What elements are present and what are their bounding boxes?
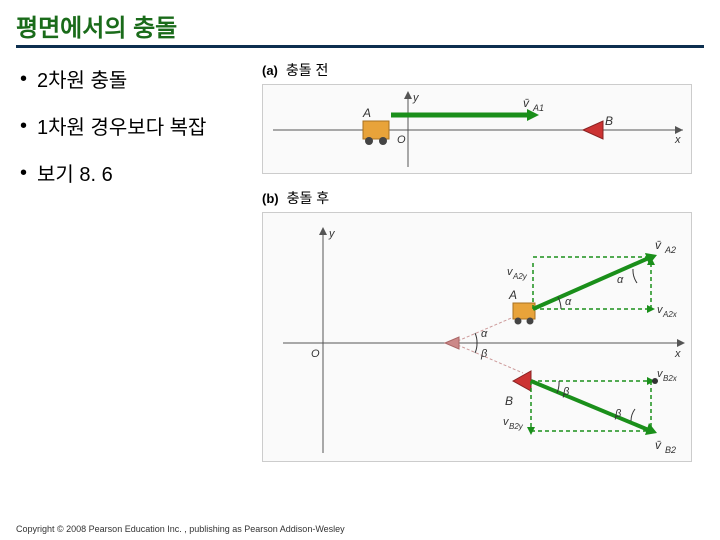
- bullets-column: • 2차원 충돌 • 1차원 경우보다 복잡 • 보기 8. 6: [16, 60, 246, 462]
- bullet-dot-icon: •: [20, 68, 27, 91]
- svg-text:β: β: [480, 348, 488, 360]
- y-axis-label: y: [412, 92, 420, 104]
- content-row: • 2차원 충돌 • 1차원 경우보다 복잡 • 보기 8. 6 (a) 충돌 …: [16, 60, 704, 462]
- title-text: 평면에서의 충돌: [16, 15, 177, 42]
- page-title: 평면에서의 충돌: [16, 8, 704, 48]
- bullet-item: • 2차원 충돌: [16, 68, 246, 95]
- figures-column: (a) 충돌 전 y x O A B: [262, 60, 704, 462]
- bullet-text: 2차원 충돌: [37, 68, 127, 95]
- svg-text:B2y: B2y: [509, 422, 524, 431]
- angle-beta: β: [562, 386, 570, 398]
- object-a-label: A: [362, 106, 371, 120]
- object-b-after-label: B: [505, 394, 513, 408]
- origin-label: O: [397, 134, 406, 146]
- svg-text:B2x: B2x: [663, 374, 678, 383]
- angle-alpha: α: [565, 296, 572, 308]
- figure-label: (a): [262, 63, 278, 78]
- collision-point-icon: [445, 337, 459, 349]
- footer-copyright: Copyright © 2008 Pearson Education Inc. …: [16, 524, 345, 534]
- object-b-label: B: [605, 114, 613, 128]
- figure-a-svg: y x O A B v̄ A1: [263, 85, 693, 175]
- object-a-after-label: A: [508, 288, 517, 302]
- figure-b-svg: y x O A B: [263, 213, 693, 463]
- y-axis-label: y: [328, 228, 336, 240]
- object-b-after-icon: [513, 371, 531, 391]
- bullet-dot-icon: •: [20, 115, 27, 138]
- object-a-icon: [363, 121, 389, 139]
- svg-text:A2: A2: [664, 245, 676, 255]
- figure-b-caption: (b) 충돌 후: [262, 188, 704, 208]
- figure-caption-text: 충돌 후: [287, 188, 330, 208]
- object-b-icon: [583, 121, 603, 139]
- x-axis-label: x: [674, 134, 681, 146]
- figure-caption-text: 충돌 전: [286, 60, 329, 80]
- svg-text:B2: B2: [665, 445, 676, 455]
- velocity-arrow-a2: [533, 257, 651, 309]
- bullet-text: 보기 8. 6: [37, 162, 113, 189]
- figure-b: y x O A B: [262, 212, 692, 462]
- figure-a-caption: (a) 충돌 전: [262, 60, 704, 80]
- svg-text:A1: A1: [532, 103, 544, 113]
- svg-text:α: α: [617, 274, 624, 286]
- velocity-arrow-b2: [531, 381, 651, 431]
- bullet-text: 1차원 경우보다 복잡: [37, 115, 206, 142]
- origin-label: O: [311, 348, 320, 360]
- object-a-after-icon: [513, 303, 535, 319]
- svg-text:β: β: [614, 408, 622, 420]
- svg-text:A2x: A2x: [662, 310, 678, 319]
- svg-text:A2y: A2y: [512, 272, 528, 281]
- bullet-dot-icon: •: [20, 162, 27, 185]
- bullet-item: • 보기 8. 6: [16, 162, 246, 189]
- velocity-label-b2: v̄: [655, 438, 662, 452]
- figure-label: (b): [262, 191, 279, 206]
- velocity-label-a1: v̄: [523, 96, 530, 110]
- bullet-item: • 1차원 경우보다 복잡: [16, 115, 246, 142]
- figure-a: y x O A B v̄ A1: [262, 84, 692, 174]
- svg-text:α: α: [481, 328, 488, 340]
- x-axis-label: x: [674, 348, 681, 360]
- velocity-label-a2: v̄: [655, 238, 662, 252]
